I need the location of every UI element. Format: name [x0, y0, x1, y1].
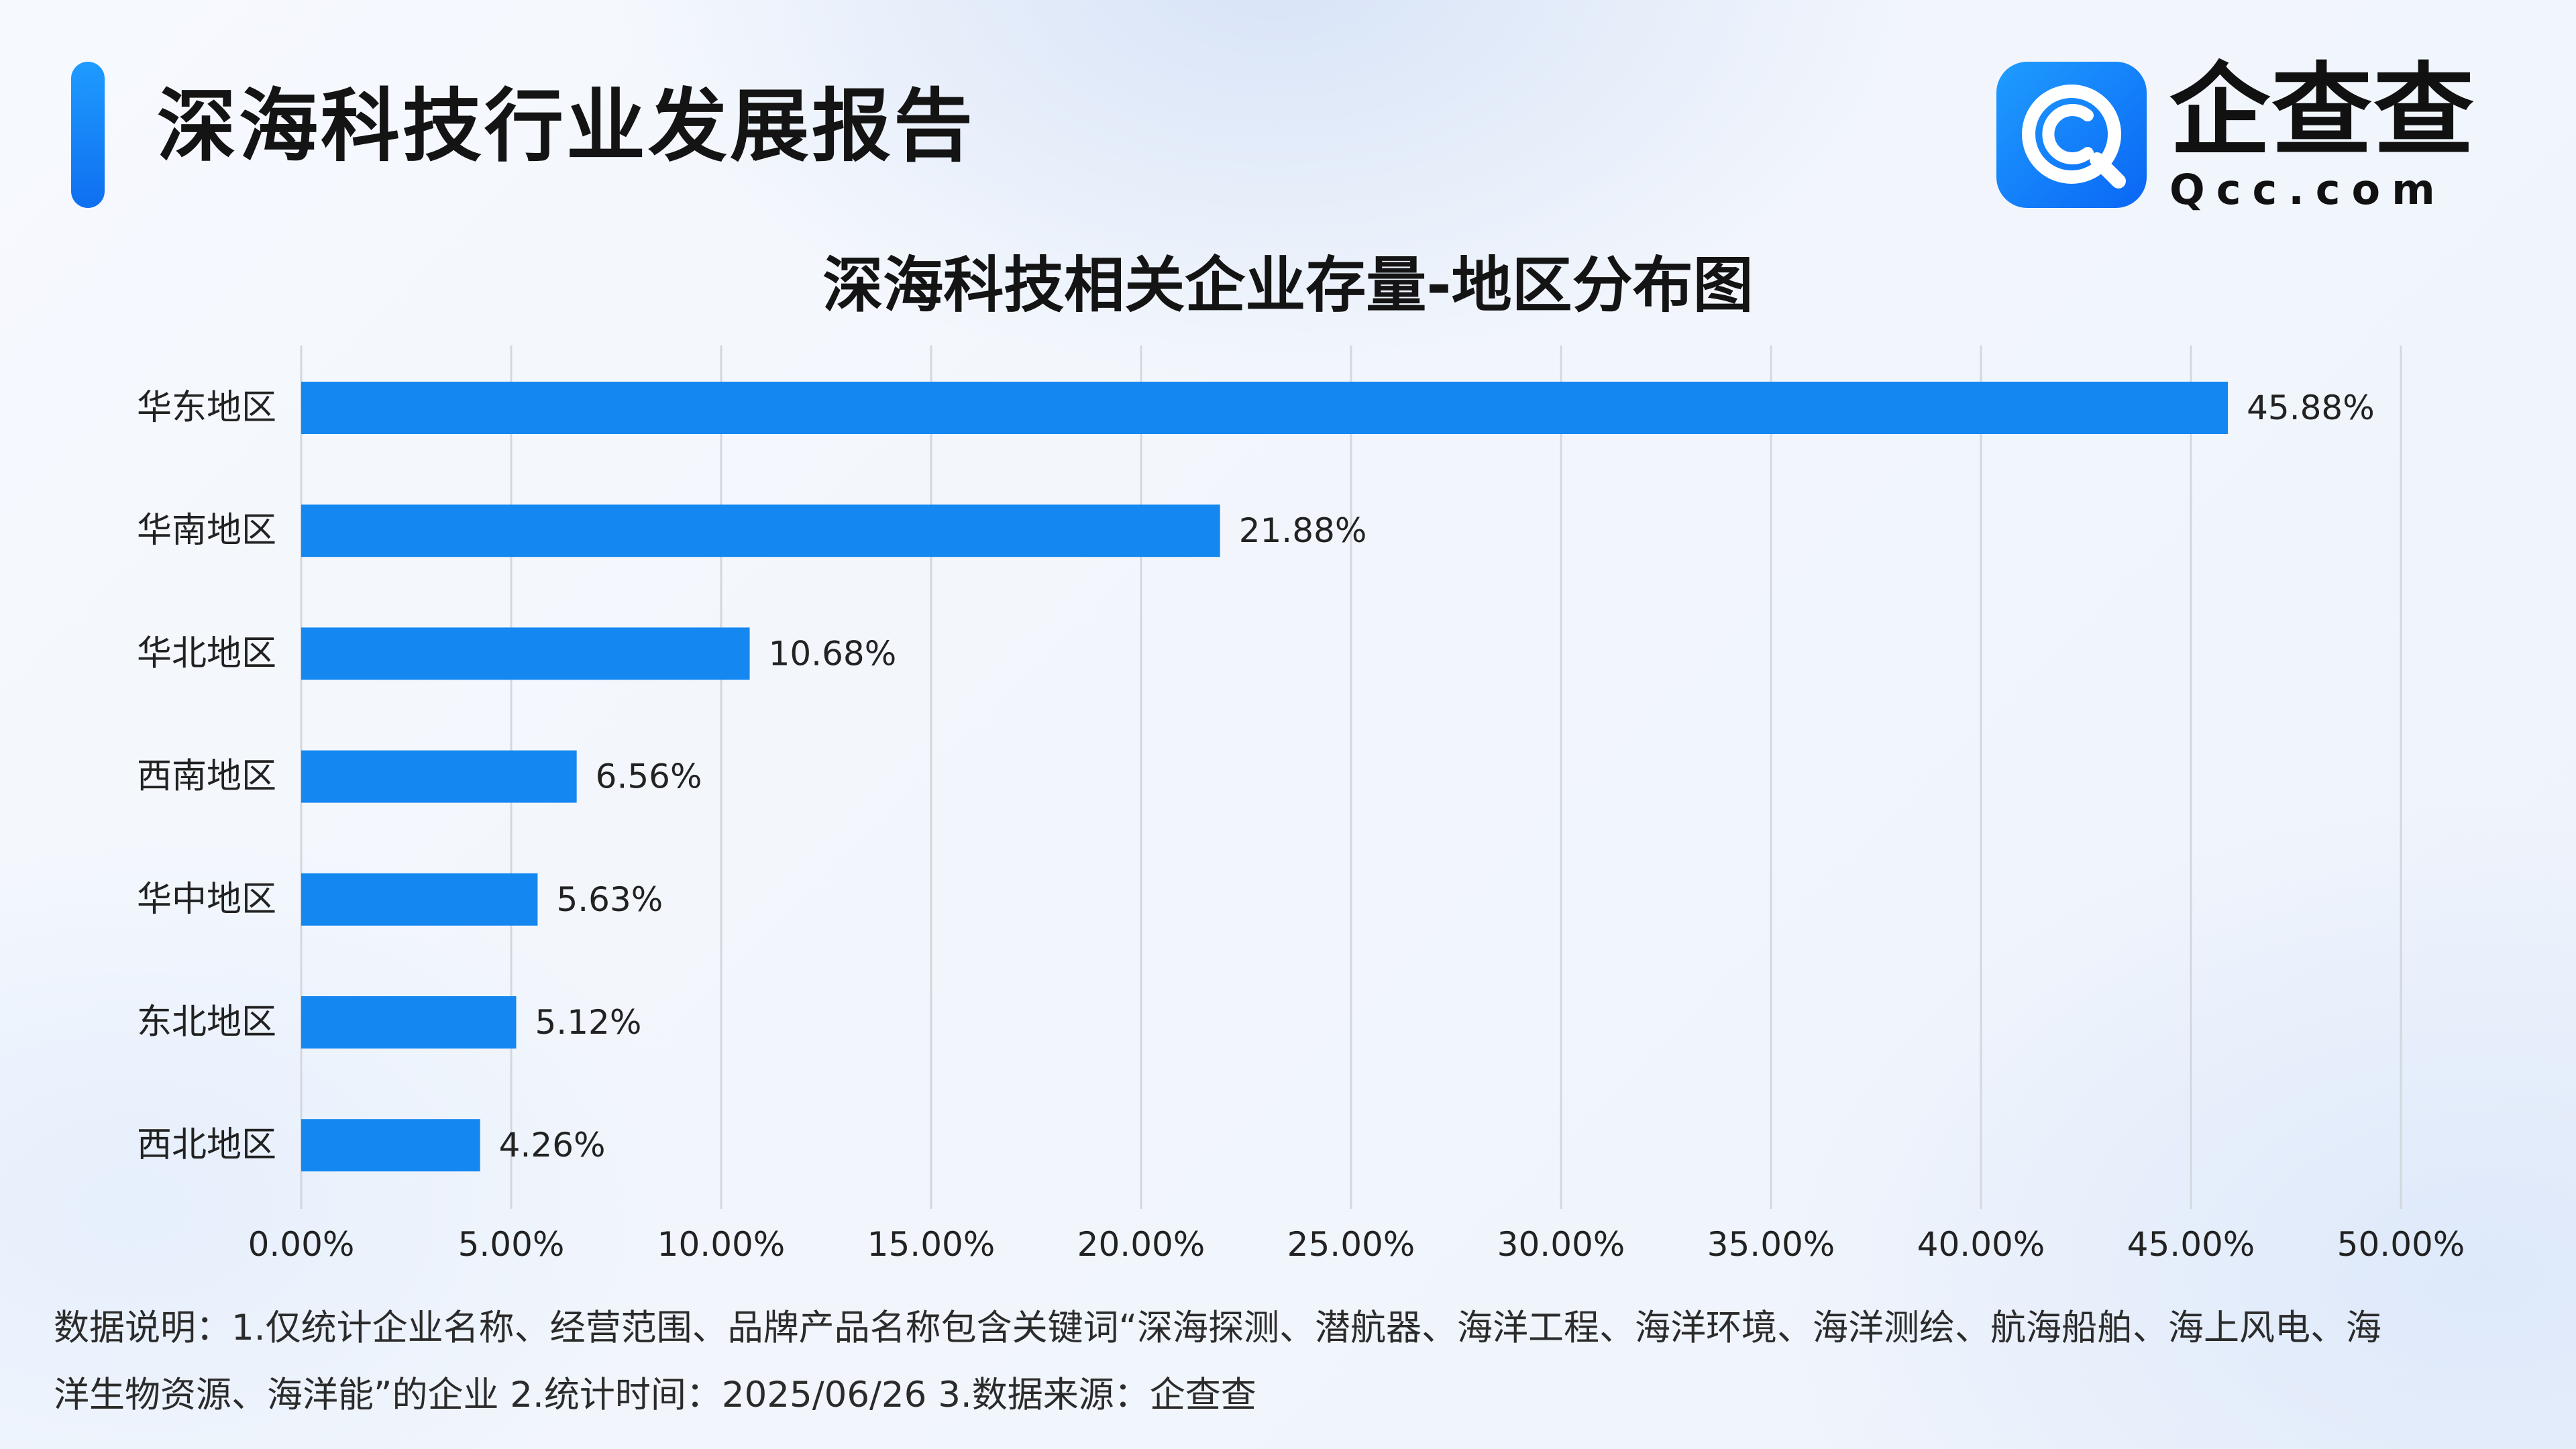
category-label: 东北地区 — [137, 1002, 276, 1042]
value-label: 21.88% — [1239, 511, 1367, 550]
title-accent-bar — [71, 62, 105, 208]
value-label: 6.56% — [596, 757, 702, 796]
value-label: 45.88% — [2247, 388, 2375, 427]
bar — [301, 504, 1220, 557]
value-label: 10.68% — [769, 634, 897, 673]
value-label: 5.63% — [556, 880, 663, 919]
category-label: 华北地区 — [137, 633, 276, 674]
category-label: 华南地区 — [137, 511, 276, 551]
brand: 企查查 Qcc.com — [2169, 58, 2478, 213]
report-title: 深海科技行业发展报告 — [157, 80, 976, 172]
bar — [301, 873, 538, 926]
x-tick-label: 35.00% — [1707, 1225, 1835, 1264]
footnote-line-2: 洋生物资源、海洋能”的企业 2.统计时间：2025/06/26 3.数据来源：企… — [54, 1375, 1256, 1415]
x-tick-label: 15.00% — [867, 1225, 996, 1264]
bar — [301, 750, 577, 803]
x-tick-label: 40.00% — [1917, 1225, 2045, 1264]
category-label: 华中地区 — [137, 879, 276, 920]
x-tick-label: 20.00% — [1077, 1225, 1205, 1264]
bar — [301, 1119, 480, 1172]
footnote-line-1: 数据说明：1.仅统计企业名称、经营范围、品牌产品名称包含关键词“深海探测、潜航器… — [54, 1307, 2382, 1348]
bar — [301, 996, 517, 1049]
category-label: 西南地区 — [137, 757, 276, 797]
x-tick-label: 0.00% — [248, 1225, 355, 1264]
x-tick-label: 50.00% — [2337, 1225, 2465, 1264]
x-tick-label: 10.00% — [657, 1225, 786, 1264]
footnote: 数据说明：1.仅统计企业名称、经营范围、品牌产品名称包含关键词“深海探测、潜航器… — [54, 1295, 2536, 1429]
category-label: 西北地区 — [137, 1125, 276, 1165]
bar — [301, 627, 750, 680]
x-tick-label: 30.00% — [1497, 1225, 1625, 1264]
qcc-logo-icon — [1996, 62, 2147, 208]
value-label: 5.12% — [535, 1003, 642, 1042]
x-tick-label: 45.00% — [2127, 1225, 2255, 1264]
brand-domain: Qcc.com — [2169, 165, 2447, 214]
value-label: 4.26% — [499, 1126, 606, 1165]
brand-name: 企查查 — [2169, 53, 2476, 170]
bar — [301, 382, 2229, 434]
x-tick-label: 5.00% — [458, 1225, 565, 1264]
chart-title: 深海科技相关企业存量-地区分布图 — [822, 250, 1754, 321]
category-label: 华东地区 — [137, 388, 276, 428]
x-tick-label: 25.00% — [1287, 1225, 1415, 1264]
